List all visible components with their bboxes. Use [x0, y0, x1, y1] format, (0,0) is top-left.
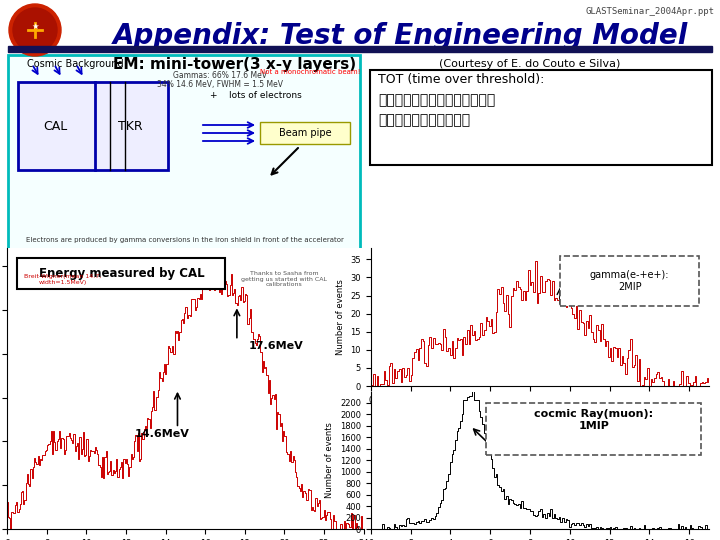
Text: 34% 14.6 MeV, FWHM = 1.5 MeV: 34% 14.6 MeV, FWHM = 1.5 MeV — [157, 79, 283, 89]
Text: (Courtesy of E. do Couto e Silva): (Courtesy of E. do Couto e Silva) — [439, 59, 621, 69]
Circle shape — [13, 8, 57, 52]
Text: Energy measured by CAL: Energy measured by CAL — [39, 267, 205, 280]
Text: Beam pipe: Beam pipe — [279, 128, 331, 138]
Text: 17.6MeV: 17.6MeV — [249, 341, 304, 352]
Text: Not a monochromatic beam!: Not a monochromatic beam! — [260, 69, 360, 75]
Text: Gammas: 66% 17.6 MeV: Gammas: 66% 17.6 MeV — [173, 71, 267, 80]
FancyBboxPatch shape — [560, 255, 699, 306]
Text: CAL: CAL — [43, 119, 67, 132]
Text: 低消費電力でエネルギー情報を: 低消費電力でエネルギー情報を — [378, 93, 495, 107]
Text: gamma(e-+e+):
2MIP: gamma(e-+e+): 2MIP — [590, 270, 670, 292]
Text: Tsunefumi Mizuno: Tsunefumi Mizuno — [10, 520, 137, 533]
Text: Thanks to Sasha from
getting us started with CAL
calibrations: Thanks to Sasha from getting us started … — [241, 271, 328, 287]
Circle shape — [9, 4, 61, 56]
Text: EM: mini-tower(3 x-y layers): EM: mini-tower(3 x-y layers) — [114, 57, 356, 71]
Text: 得、粒子の弁別に利用。: 得、粒子の弁別に利用。 — [378, 113, 470, 127]
Text: ★: ★ — [31, 22, 39, 30]
Bar — [260, 122, 350, 144]
Y-axis label: Number of events: Number of events — [325, 422, 334, 498]
FancyBboxPatch shape — [17, 258, 225, 289]
Bar — [18, 82, 168, 170]
Bar — [8, 55, 360, 250]
Text: Cosmic Background: Cosmic Background — [27, 59, 123, 69]
FancyBboxPatch shape — [486, 403, 701, 455]
Text: TOT (time over threshold):: TOT (time over threshold): — [378, 73, 544, 86]
X-axis label: TOT (fC): TOT (fC) — [519, 410, 561, 420]
Text: 12: 12 — [693, 520, 710, 533]
Text: 14.6MeV: 14.6MeV — [134, 429, 189, 439]
Text: Appendix: Test of Engineering Model: Appendix: Test of Engineering Model — [112, 22, 688, 50]
Y-axis label: Number of events: Number of events — [336, 279, 345, 355]
Text: +    lots of electrons: + lots of electrons — [210, 91, 302, 100]
Text: Electrons are produced by gamma conversions in the iron shield in front of the a: Electrons are produced by gamma conversi… — [26, 237, 344, 243]
Text: Breit-Wigner(mean 14.7,
width=1.5MeV): Breit-Wigner(mean 14.7, width=1.5MeV) — [24, 274, 102, 285]
Bar — [8, 46, 712, 52]
Text: GLASTSeminar_2004Apr.ppt: GLASTSeminar_2004Apr.ppt — [586, 7, 715, 16]
Bar — [370, 70, 712, 165]
Text: cocmic Ray(muon):
1MIP: cocmic Ray(muon): 1MIP — [534, 409, 653, 431]
Text: TKR: TKR — [117, 119, 143, 132]
